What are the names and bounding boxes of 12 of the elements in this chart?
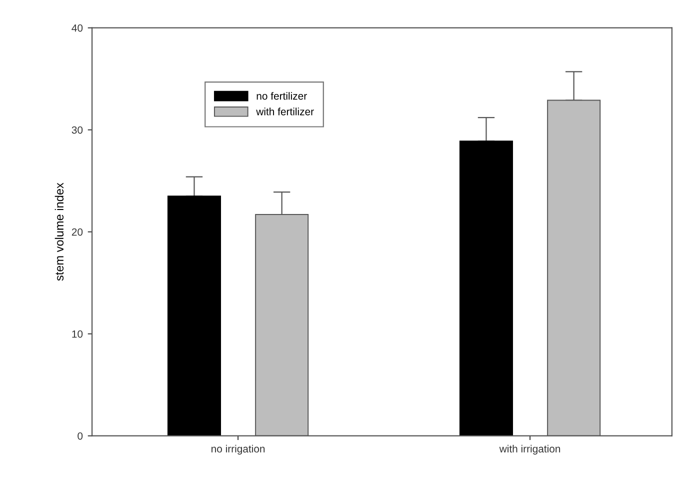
y-tick-label: 0	[78, 432, 83, 440]
x-tick-label: with irrigation	[499, 444, 560, 455]
bar	[167, 196, 221, 436]
y-tick-label: 20	[72, 228, 83, 236]
legend-label: no fertilizer	[256, 92, 307, 100]
bar	[459, 140, 513, 436]
y-axis-title: stem volume index	[54, 182, 64, 281]
legend-label: with fertilizer	[256, 108, 314, 116]
y-tick-label: 30	[72, 126, 83, 134]
y-tick-label: 40	[72, 24, 83, 32]
x-tick-label: no irrigation	[212, 444, 265, 455]
y-tick-label: 10	[72, 330, 83, 338]
